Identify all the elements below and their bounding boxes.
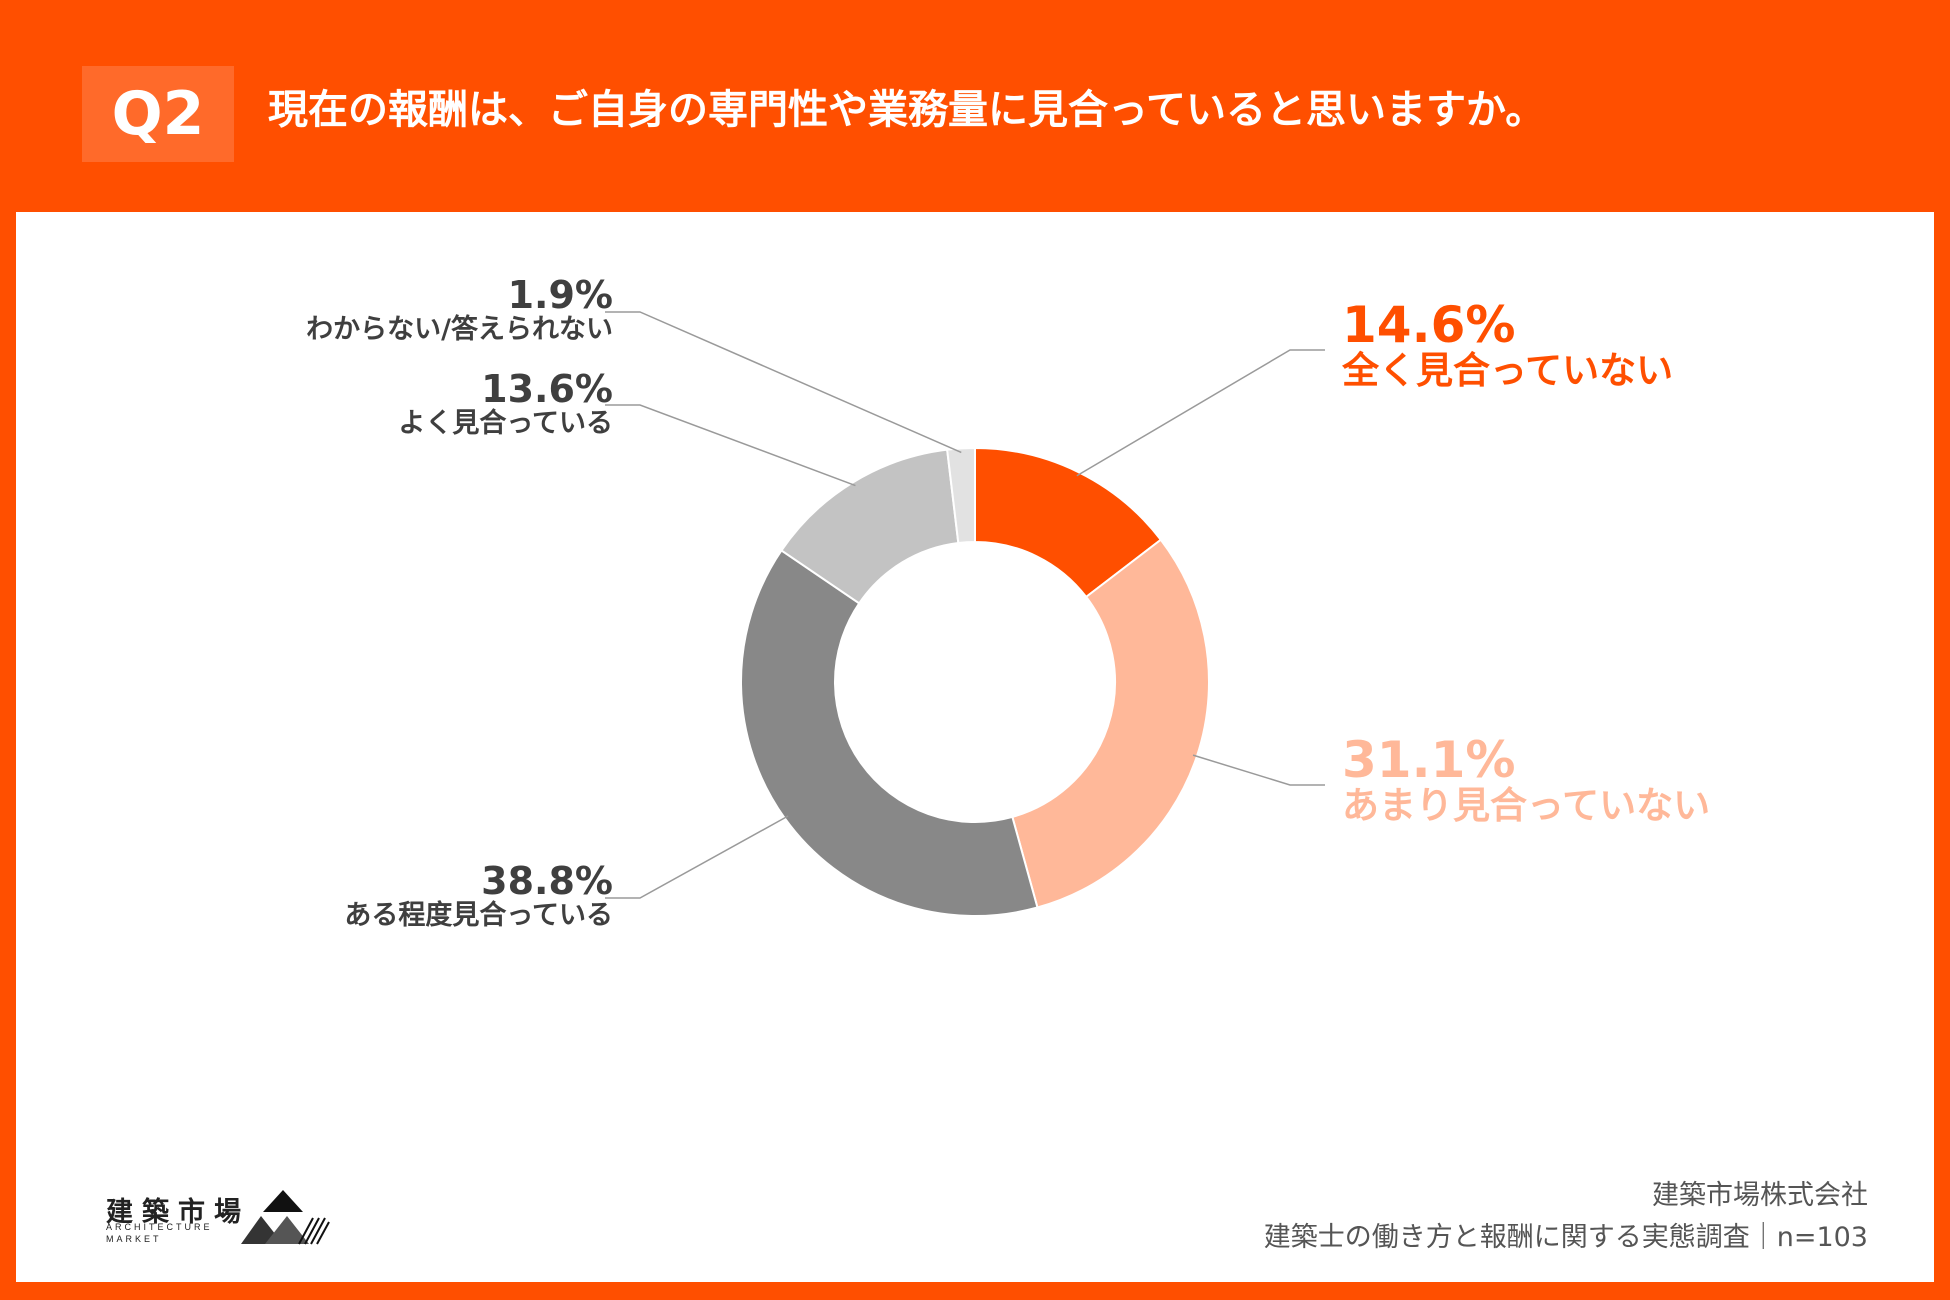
slice-text-1: あまり見合っていない	[1342, 784, 1711, 827]
footer-company: 建築市場株式会社	[1652, 1180, 1868, 1211]
question-title: 現在の報酬は、ご自身の専門性や業務量に見合っていると思いますか。	[268, 87, 1546, 133]
slice-label-2: 38.8% ある程度見合っている	[344, 862, 613, 931]
slice-pct-0: 14.6%	[1342, 296, 1516, 354]
slice-pct-1: 31.1%	[1342, 731, 1516, 789]
slice-label-4: 1.9% わからない/答えられない	[306, 276, 613, 345]
slice-text-0: 全く見合っていない	[1342, 349, 1674, 392]
slice-text-3: よく見合っている	[398, 408, 613, 439]
slice-label-0: 14.6% 全く見合っていない	[1342, 300, 1673, 393]
footer-survey: 建築士の働き方と報酬に関する実態調査｜n=103	[1263, 1222, 1868, 1253]
slice-label-1: 31.1% あまり見合っていない	[1342, 735, 1710, 828]
logo-triangle-icon	[241, 1190, 330, 1245]
footer-source: 建築市場株式会社 建築士の働き方と報酬に関する実態調査｜n=103	[1264, 1175, 1868, 1259]
company-logo: 建築市場 ARCHITECTURE MARKET	[106, 1190, 331, 1250]
slice-pct-3: 13.6%	[481, 367, 613, 411]
slice-pct-4: 1.9%	[507, 273, 613, 317]
logo-text-en-1: ARCHITECTURE	[106, 1222, 213, 1232]
logo-text-en-2: MARKET	[106, 1234, 162, 1244]
slice-pct-2: 38.8%	[481, 859, 613, 903]
slice-text-4: わからない/答えられない	[306, 314, 613, 345]
slice-label-3: 13.6% よく見合っている	[398, 370, 613, 439]
header-bar: Q2 現在の報酬は、ご自身の専門性や業務量に見合っていると思いますか。	[0, 0, 1950, 210]
question-number-badge: Q2	[82, 66, 234, 162]
logo-text-jp: 建築市場	[106, 1197, 250, 1228]
slice-text-2: ある程度見合っている	[344, 900, 613, 931]
